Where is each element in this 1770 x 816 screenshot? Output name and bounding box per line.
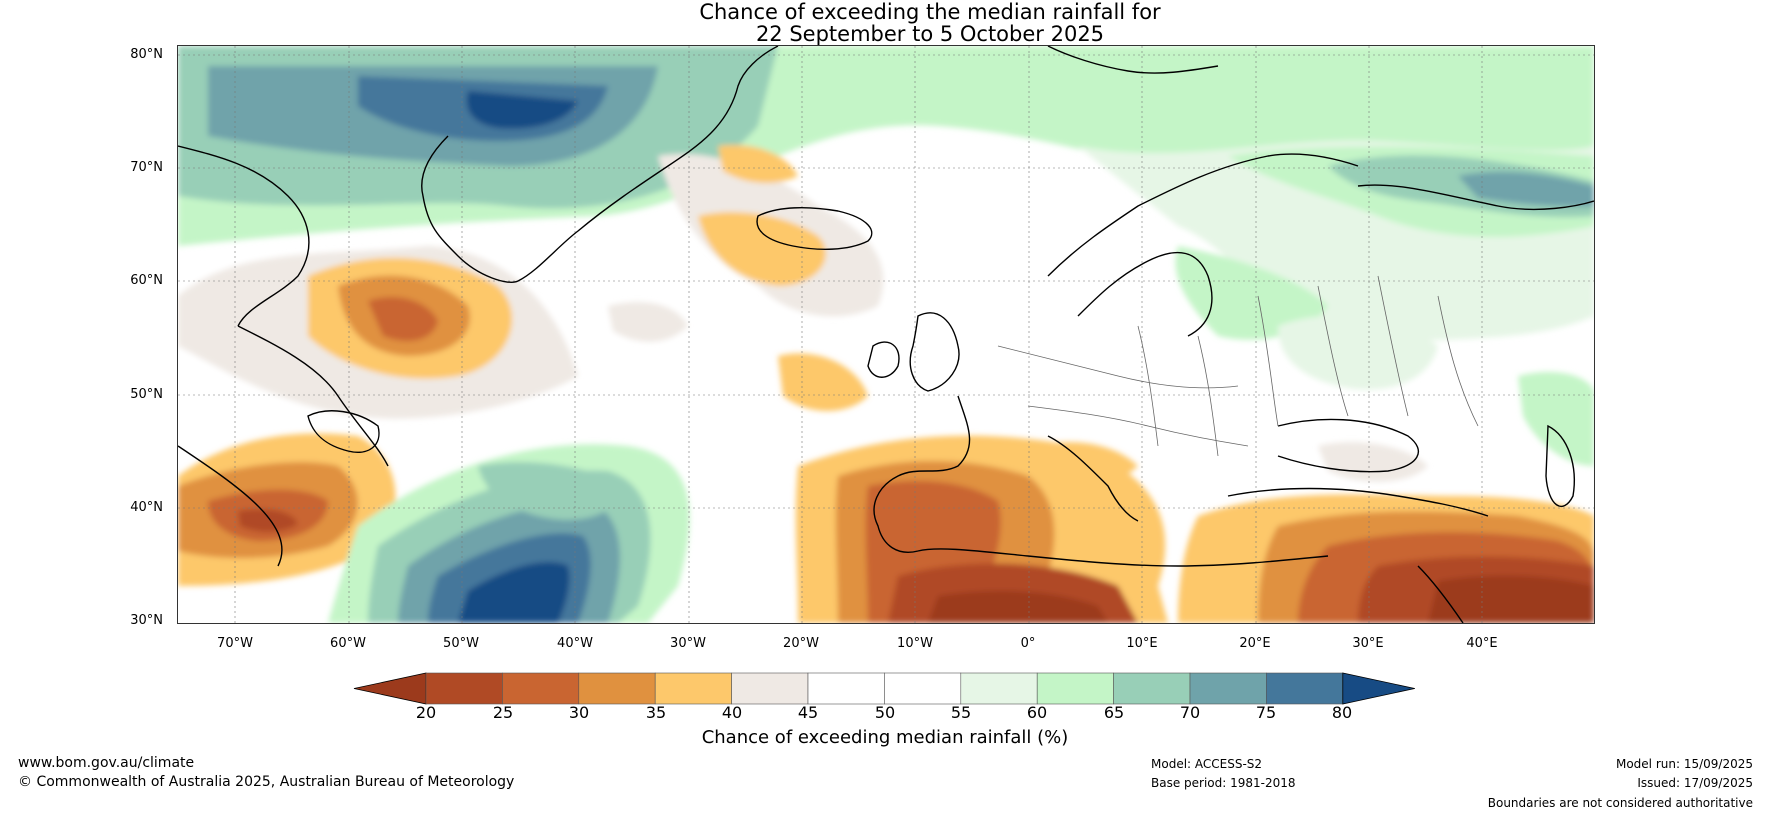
colorbar-cell [884, 672, 962, 705]
lat-label-50N: 50°N [130, 387, 163, 402]
colorbar-tick-65: 65 [1103, 703, 1125, 722]
coastlines [178, 46, 1594, 623]
colorbar-cell [960, 672, 1038, 705]
colorbar-cell [1113, 672, 1191, 705]
lat-label-80N: 80°N [130, 47, 163, 62]
lon-label-40E: 40°E [1466, 636, 1498, 651]
lon-label-20E: 20°E [1239, 636, 1271, 651]
colorbar-tick-25: 25 [492, 703, 514, 722]
colorbar-tick-75: 75 [1255, 703, 1277, 722]
lat-label-30N: 30°N [130, 613, 163, 628]
footer-base-period: Base period: 1981-2018 [1151, 776, 1296, 790]
lon-label-10W: 10°W [897, 636, 933, 651]
colorbar-tick-80: 80 [1331, 703, 1353, 722]
colorbar-cell [807, 672, 885, 705]
lon-label-10E: 10°E [1126, 636, 1158, 651]
lon-label-20W: 20°W [783, 636, 819, 651]
colorbar-cell [502, 672, 580, 705]
colorbar-title: Chance of exceeding median rainfall (%) [701, 727, 1069, 748]
map-title-line2: 22 September to 5 October 2025 [755, 22, 1105, 46]
lon-label-30E: 30°E [1352, 636, 1384, 651]
lon-label-30W: 30°W [670, 636, 706, 651]
lon-label-70W: 70°W [217, 636, 253, 651]
colorbar-tick-60: 60 [1026, 703, 1048, 722]
footer-website: www.bom.gov.au/climate [18, 755, 195, 771]
colorbar-tick-20: 20 [415, 703, 437, 722]
colorbar-cell [578, 672, 656, 705]
colorbar-cell [654, 672, 732, 705]
lat-label-70N: 70°N [130, 160, 163, 175]
forecast-map [177, 45, 1595, 624]
footer-model-run: Model run: 15/09/2025 [1615, 757, 1753, 771]
colorbar-tick-45: 45 [797, 703, 819, 722]
colorbar-extend-high [1342, 672, 1415, 705]
colorbar-cell [1266, 672, 1344, 705]
colorbar-cell [731, 672, 809, 705]
colorbar-tick-35: 35 [645, 703, 667, 722]
map-title-line1: Chance of exceeding the median rainfall … [699, 0, 1161, 24]
colorbar-cell [1189, 672, 1267, 705]
footer-disclaimer: Boundaries are not considered authoritat… [1487, 796, 1753, 810]
colorbar-tick-50: 50 [874, 703, 896, 722]
lat-label-40N: 40°N [130, 500, 163, 515]
colorbar-tick-55: 55 [950, 703, 972, 722]
lon-label-60W: 60°W [330, 636, 366, 651]
lon-label-0: 0° [1020, 636, 1036, 651]
footer-issued: Issued: 17/09/2025 [1637, 776, 1753, 790]
lon-label-40W: 40°W [557, 636, 593, 651]
colorbar-extend-low [353, 672, 427, 705]
footer-copyright: © Commonwealth of Australia 2025, Austra… [18, 774, 515, 790]
colorbar-cell [1036, 672, 1114, 705]
lat-label-60N: 60°N [130, 273, 163, 288]
country-borders [997, 275, 1479, 457]
graticule [178, 46, 1594, 623]
colorbar [353, 672, 1415, 705]
colorbar-tick-70: 70 [1179, 703, 1201, 722]
lon-label-50W: 50°W [443, 636, 479, 651]
footer-model: Model: ACCESS-S2 [1151, 757, 1263, 771]
colorbar-tick-40: 40 [721, 703, 743, 722]
colorbar-tick-30: 30 [568, 703, 590, 722]
colorbar-cell [425, 672, 503, 705]
rainfall-probability-map [178, 46, 1594, 623]
